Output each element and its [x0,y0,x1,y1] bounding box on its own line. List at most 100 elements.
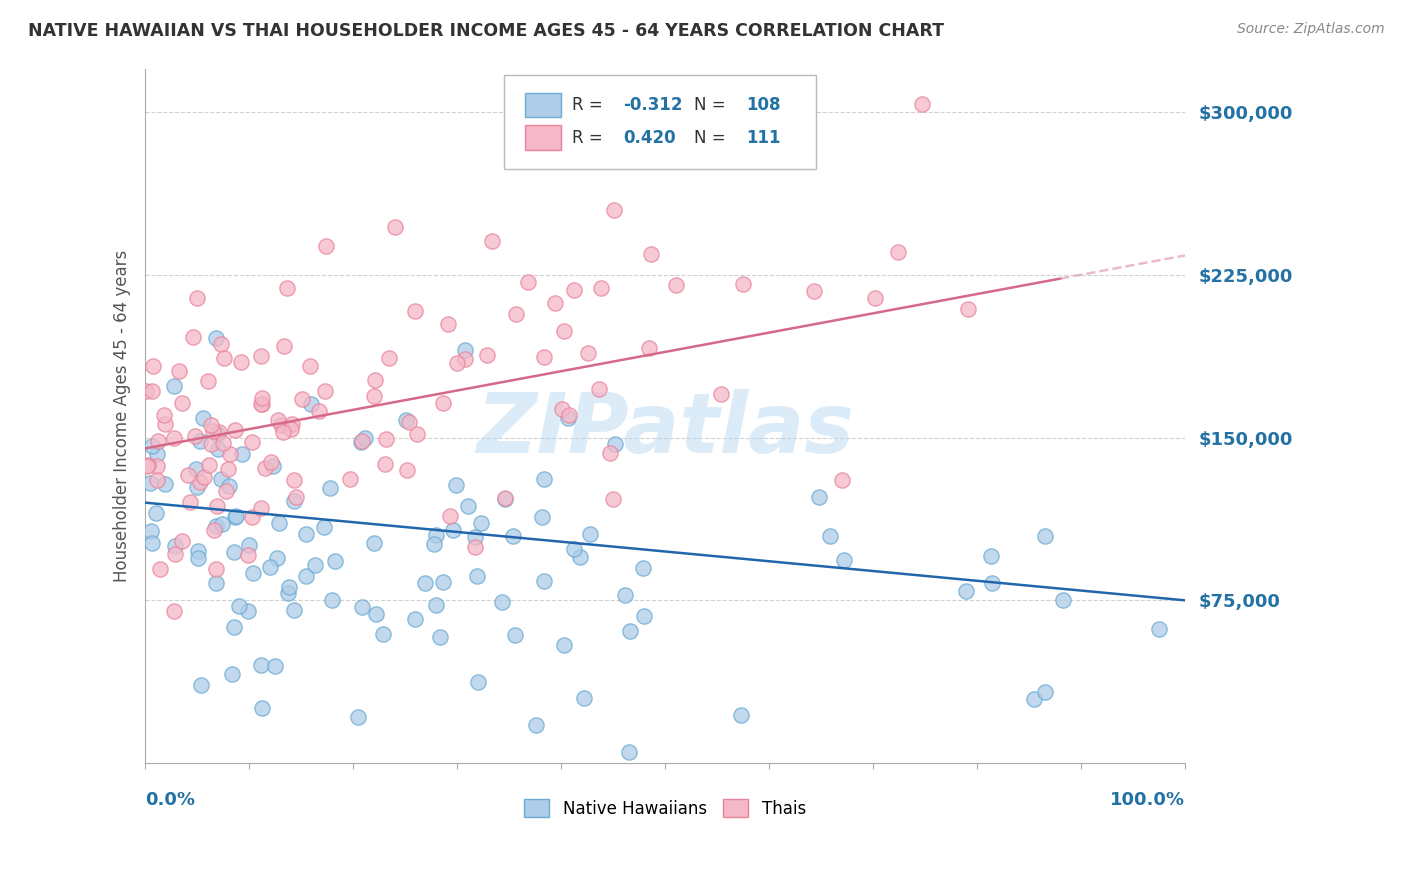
Point [832,553,855,567]
Text: NATIVE HAWAIIAN VS THAI HOUSEHOLDER INCOME AGES 45 - 64 YEARS CORRELATION CHART: NATIVE HAWAIIAN VS THAI HOUSEHOLDER INCO… [28,22,943,40]
Point [491,595,513,609]
Point [165,547,187,561]
Point [375,432,398,446]
Point [141,524,163,538]
Point [619,624,641,638]
FancyBboxPatch shape [524,93,561,117]
Point [146,434,169,448]
Point [170,396,193,410]
Point [831,474,853,488]
Text: R =: R = [572,95,607,113]
Point [631,560,654,574]
Point [273,339,295,353]
Point [364,373,387,387]
Point [193,469,215,483]
Point [145,507,167,521]
Point [225,508,247,523]
Text: 111: 111 [747,129,780,147]
Point [505,628,527,642]
Point [323,554,346,568]
Point [425,528,447,542]
Point [481,234,503,248]
Point [533,350,555,364]
Point [955,584,977,599]
Point [208,425,231,440]
Point [640,247,662,261]
Point [186,462,208,476]
Point [557,410,579,425]
Point [363,389,385,403]
Point [198,458,221,472]
Point [149,562,172,576]
Point [911,97,934,112]
Point [209,471,232,485]
Point [139,476,162,491]
Point [141,384,163,398]
Point [576,346,599,360]
Point [429,630,451,644]
Point [413,576,436,591]
Point [494,492,516,507]
Point [242,566,264,580]
Point [219,447,242,461]
Point [186,479,208,493]
Point [283,473,305,487]
Point [803,285,825,299]
Text: Source: ZipAtlas.com: Source: ZipAtlas.com [1237,22,1385,37]
Point [1033,684,1056,698]
Point [250,391,273,405]
Point [207,442,229,457]
Point [981,576,1004,591]
Point [224,423,246,437]
Point [205,518,228,533]
Point [207,426,229,441]
Point [406,427,429,442]
Point [252,396,274,410]
Point [464,529,486,543]
Point [205,499,228,513]
Point [214,483,236,498]
Point [1149,622,1171,636]
Point [454,343,477,357]
Text: 0.0%: 0.0% [145,791,195,809]
Point [146,473,169,487]
Point [633,609,655,624]
Point [730,707,752,722]
Point [259,560,281,574]
Point [262,458,284,473]
Point [395,413,418,427]
Point [384,220,406,235]
Text: 100.0%: 100.0% [1109,791,1185,809]
Point [887,245,910,260]
Point [464,540,486,554]
Point [163,431,186,445]
Point [250,657,273,672]
Point [163,604,186,618]
Point [319,481,342,495]
Text: ZIPatlas: ZIPatlas [477,389,853,470]
Point [339,472,361,486]
Point [181,330,204,344]
Point [308,404,330,418]
Point [222,544,245,558]
Point [432,574,454,589]
Point [253,460,276,475]
Point [250,700,273,714]
Point [269,516,291,530]
Point [314,384,336,398]
Point [562,283,585,297]
Point [613,588,636,602]
Point [153,417,176,431]
Point [200,436,222,450]
Point [240,510,263,524]
Point [352,599,374,614]
Point [176,467,198,482]
Point [956,301,979,316]
Point [404,304,426,318]
Point [236,604,259,618]
Point [212,436,235,450]
Point [217,461,239,475]
Point [202,425,225,439]
Point [228,599,250,614]
Point [863,291,886,305]
